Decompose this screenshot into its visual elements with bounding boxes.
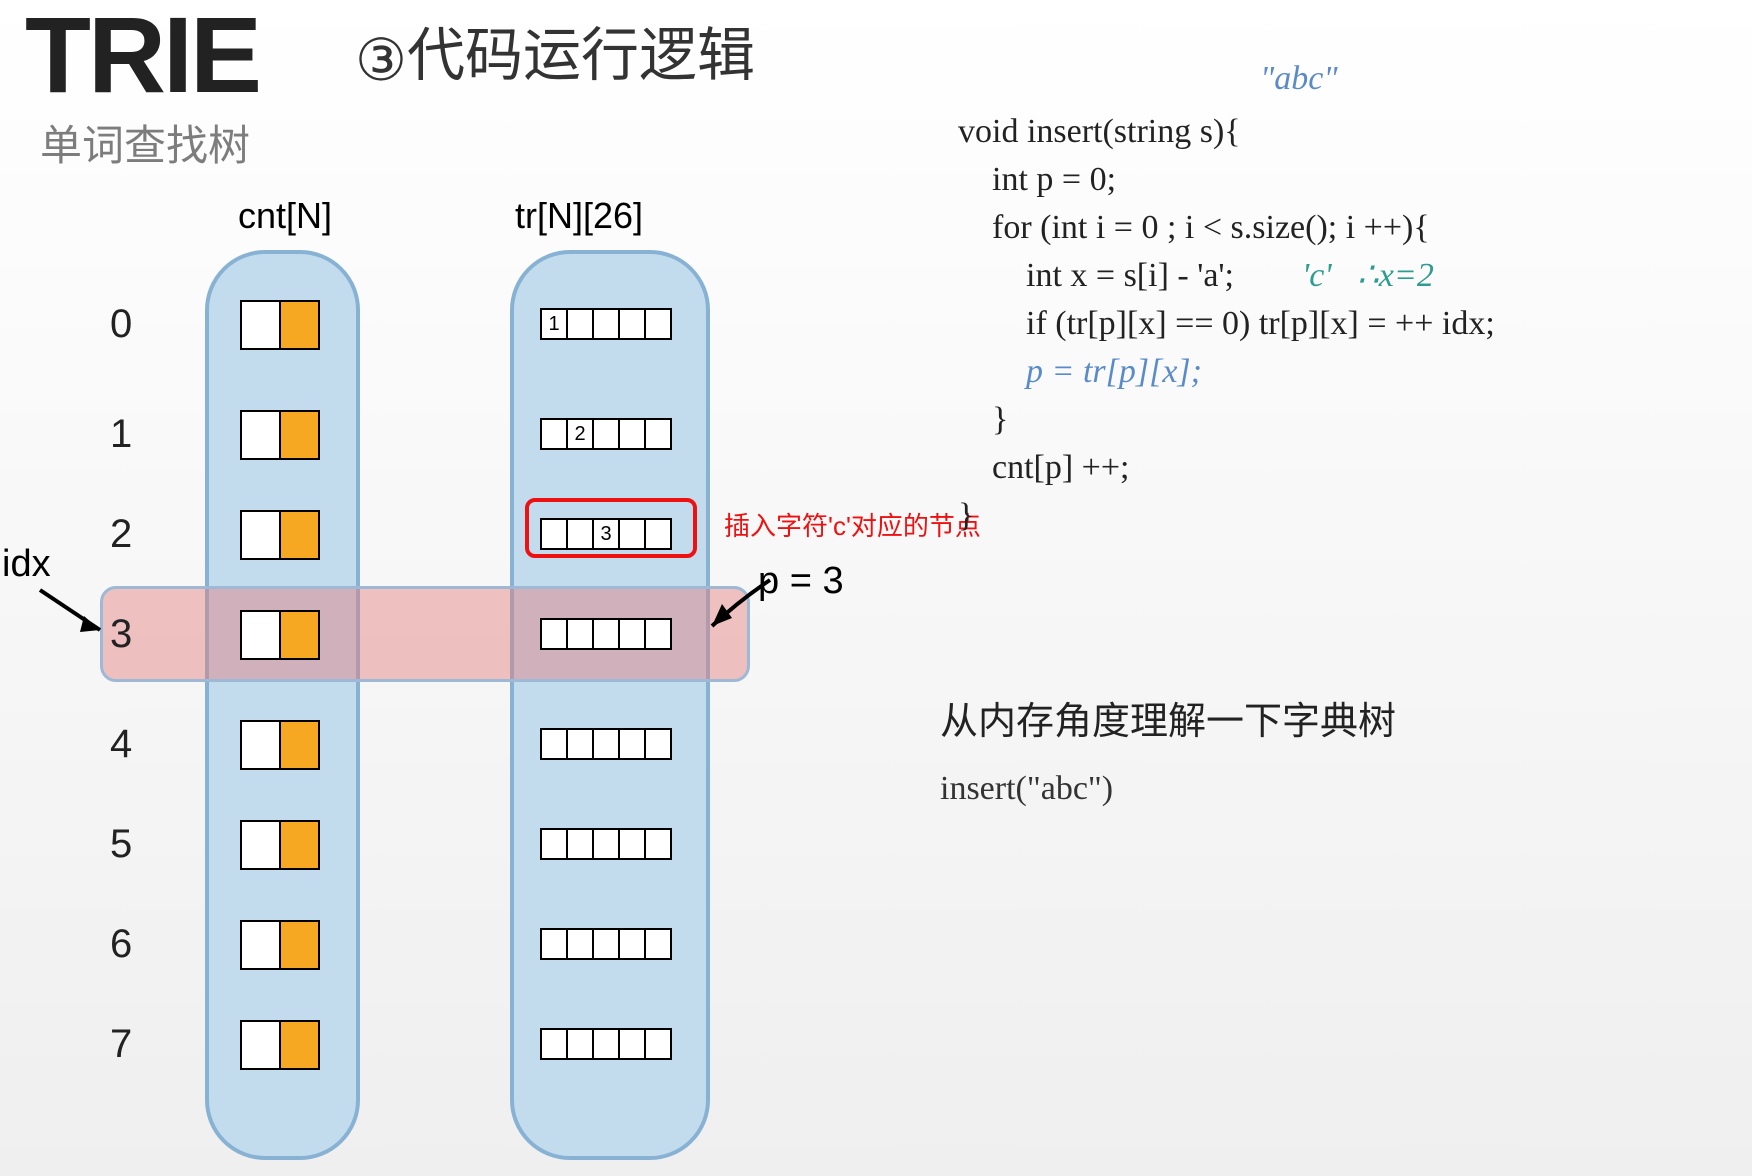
tr-cell xyxy=(592,418,620,450)
tr-cell xyxy=(618,928,646,960)
header-tr: tr[N][26] xyxy=(515,195,643,237)
tr-cell xyxy=(618,518,646,550)
tr-row: 1 xyxy=(540,308,672,340)
tr-cell xyxy=(540,418,568,450)
tr-cell xyxy=(644,308,672,340)
tr-cell xyxy=(644,618,672,650)
row-index-label: 4 xyxy=(110,722,132,767)
code-input-abc: "abc" xyxy=(1260,60,1338,98)
tr-row: 2 xyxy=(540,418,672,450)
header-cnt: cnt[N] xyxy=(238,195,332,237)
tr-cell xyxy=(566,618,594,650)
section-number-icon: ③ xyxy=(355,26,407,94)
cnt-cell xyxy=(240,410,320,460)
tr-cell: 3 xyxy=(592,518,620,550)
tr-cell xyxy=(592,618,620,650)
row-index-label: 1 xyxy=(110,412,132,457)
tr-cell xyxy=(644,828,672,860)
row-index-label: 5 xyxy=(110,822,132,867)
tr-cell xyxy=(566,308,594,340)
section-title: ③代码运行逻辑 xyxy=(355,8,755,94)
cnt-cell xyxy=(240,610,320,660)
tr-row xyxy=(540,618,672,650)
code-block: void insert(string s){ int p = 0; for (i… xyxy=(958,108,1495,540)
tr-row xyxy=(540,728,672,760)
tr-cell xyxy=(566,828,594,860)
tr-cell xyxy=(566,728,594,760)
arrow-p-icon xyxy=(700,560,790,650)
row-index-label: 2 xyxy=(110,512,132,557)
tr-cell xyxy=(618,828,646,860)
tr-cell xyxy=(618,308,646,340)
cnt-cell xyxy=(240,820,320,870)
tr-cell xyxy=(644,1028,672,1060)
cnt-cell xyxy=(240,920,320,970)
section-text: 代码运行逻辑 xyxy=(407,23,755,88)
tr-cell xyxy=(644,418,672,450)
tr-cell xyxy=(540,828,568,860)
cnt-cell xyxy=(240,300,320,350)
tr-cell xyxy=(566,1028,594,1060)
tr-cell xyxy=(540,618,568,650)
tr-cell xyxy=(592,828,620,860)
tr-cell xyxy=(566,518,594,550)
tr-cell xyxy=(618,1028,646,1060)
tr-cell xyxy=(592,728,620,760)
tr-row xyxy=(540,828,672,860)
insert-call: insert("abc") xyxy=(940,770,1113,808)
red-annotation: 插入字符'c'对应的节点 xyxy=(724,506,981,543)
tr-cell xyxy=(618,728,646,760)
tr-row: 3 xyxy=(540,518,672,550)
row-index-label: 6 xyxy=(110,922,132,967)
tr-cell xyxy=(618,618,646,650)
row-index-label: 0 xyxy=(110,302,132,347)
arrow-idx-icon xyxy=(30,580,120,660)
title-main: TRIE xyxy=(25,0,259,117)
title-sub: 单词查找树 xyxy=(40,112,250,173)
tr-cell xyxy=(566,928,594,960)
tr-cell xyxy=(618,418,646,450)
column-tr-bg xyxy=(510,250,710,1160)
row-index-label: 7 xyxy=(110,1022,132,1067)
tr-cell xyxy=(592,928,620,960)
tr-cell xyxy=(540,928,568,960)
tr-row xyxy=(540,1028,672,1060)
tr-cell xyxy=(540,728,568,760)
tr-cell: 2 xyxy=(566,418,594,450)
cnt-cell xyxy=(240,720,320,770)
tr-cell xyxy=(540,518,568,550)
tr-cell xyxy=(540,1028,568,1060)
tr-cell xyxy=(644,518,672,550)
tr-cell xyxy=(592,1028,620,1060)
cnt-cell xyxy=(240,510,320,560)
tr-cell: 1 xyxy=(540,308,568,340)
tr-cell xyxy=(644,728,672,760)
tr-cell xyxy=(592,308,620,340)
tr-row xyxy=(540,928,672,960)
tr-cell xyxy=(644,928,672,960)
cnt-cell xyxy=(240,1020,320,1070)
memory-note: 从内存角度理解一下字典树 xyxy=(940,690,1396,745)
